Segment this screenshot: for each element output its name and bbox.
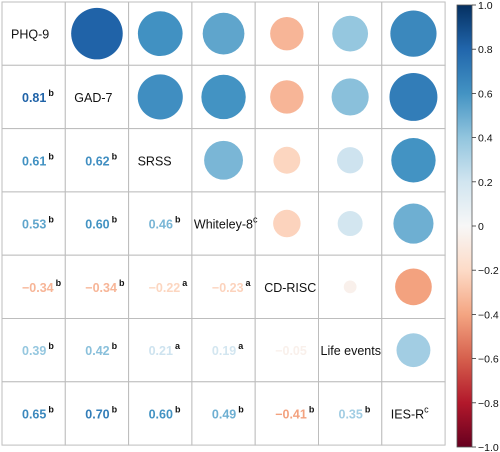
matrix-cell — [128, 318, 193, 383]
variable-label: CD-RISC — [264, 281, 316, 295]
matrix-cell — [254, 318, 319, 383]
matrix-cell — [128, 254, 193, 319]
coefficient-label: 0.62 b — [85, 151, 117, 168]
matrix-cell — [64, 128, 130, 193]
correlation-circle — [137, 11, 183, 57]
correlation-circle — [343, 280, 357, 294]
correlation-circle — [331, 78, 369, 116]
correlation-circle — [201, 74, 246, 120]
variable-label: SRSS — [138, 154, 172, 168]
colorbar-tick-label: 0.2 — [478, 177, 493, 189]
coefficient-label: 0.21 a — [149, 341, 181, 358]
colorbar-tick-label: 0.8 — [478, 44, 493, 56]
coefficient-label: −0.22 a — [149, 278, 189, 295]
coefficient-label: 0.19 a — [212, 341, 244, 358]
coefficient-label: 0.46 b — [149, 215, 181, 232]
correlation-circle — [395, 268, 432, 306]
variable-label: GAD-7 — [74, 91, 112, 105]
correlation-circle — [390, 10, 437, 57]
colorbar-gradient — [456, 4, 473, 448]
correlation-circles — [71, 7, 438, 368]
colorbar-tick-label: −0.8 — [478, 398, 499, 410]
matrix-cell — [128, 128, 193, 193]
matrix-cell — [1, 191, 66, 256]
coefficient-label: 0.65 b — [22, 404, 54, 421]
correlation-circle — [273, 146, 301, 174]
coefficient-label: −0.34 b — [85, 278, 125, 295]
variable-label: Life events — [321, 344, 381, 358]
colorbar-tick-label: 1.0 — [478, 0, 493, 12]
coefficient-label: 0.60 b — [149, 404, 181, 421]
coefficient-label: 0.49 b — [212, 404, 244, 421]
matrix-cell — [191, 318, 256, 383]
colorbar-tick-label: −1.0 — [478, 442, 499, 452]
coefficient-label: −0.41 b — [275, 404, 315, 421]
matrix-cell — [254, 381, 319, 446]
correlation-circle — [204, 140, 243, 180]
colorbar-tick-label: 0 — [478, 221, 484, 233]
variable-label: Whiteley-8c — [194, 215, 258, 232]
matrix-cell — [1, 254, 66, 319]
correlation-circle — [270, 80, 304, 114]
coefficient-label: 0.42 b — [85, 341, 117, 358]
matrix-cell — [1, 381, 66, 446]
coefficient-label: 0.53 b — [22, 215, 54, 232]
matrix-cell — [64, 191, 130, 256]
coefficient-label: −0.34 b — [22, 278, 62, 295]
coefficient-label: 0.81 b — [22, 88, 54, 105]
matrix-cell — [191, 191, 256, 256]
variable-label: IES-Rc — [391, 404, 429, 421]
matrix-cell — [1, 318, 66, 383]
correlation-circle — [396, 333, 431, 368]
colorbar-tick-label: 0.4 — [478, 133, 493, 145]
correlation-circle — [270, 16, 304, 51]
matrix-cell — [1, 1, 66, 66]
correlation-circle — [71, 7, 123, 60]
colorbar-tick-label: 0.6 — [478, 88, 493, 100]
matrix-cell — [381, 381, 446, 446]
matrix-cell — [128, 381, 193, 446]
correlation-circle — [137, 74, 183, 120]
matrix-cell — [318, 381, 383, 446]
correlation-circle — [393, 203, 434, 244]
matrix-cell — [64, 318, 130, 383]
coefficient-label: 0.61 b — [22, 151, 54, 168]
coefficient-label: 0.35 b — [339, 404, 371, 421]
correlation-circle — [332, 15, 369, 52]
correlation-circle — [337, 211, 363, 237]
correlation-circle — [202, 12, 245, 55]
correlation-circle — [273, 209, 301, 238]
correlation-circle — [391, 138, 436, 183]
correlation-circle — [389, 72, 438, 121]
matrix-cell — [191, 381, 256, 446]
coefficient-labels: 0.81 b 0.61 b 0.62 b 0.53 b 0.60 b 0.46 b −0.34 b −0.3… — [22, 88, 371, 422]
coefficient-label: −0.23 a — [212, 278, 252, 295]
colorbar-tick-label: −0.2 — [478, 265, 499, 277]
colorbar-tick-label: −0.4 — [478, 309, 499, 321]
coefficient-label: 0.70 b — [85, 404, 117, 421]
colorbar-tick-label: −0.6 — [478, 354, 499, 366]
colorbar: 1.0 0.8 0.6 0.4 0.2 0 −0.2 −0.4 −0.6 −0.8 −1.0 — [456, 0, 499, 452]
variable-labels: PHQ-9 GAD-7 SRSS Whiteley-8c CD-RISC Life eve… — [11, 28, 429, 422]
coefficient-label: −0.05 — [275, 344, 307, 358]
variable-label: PHQ-9 — [11, 28, 49, 42]
grid-cells — [1, 1, 446, 446]
matrix-cell — [1, 64, 66, 130]
coefficient-label: 0.60 b — [85, 215, 117, 232]
correlation-circle — [337, 147, 364, 174]
coefficient-label: 0.39 b — [22, 341, 54, 358]
